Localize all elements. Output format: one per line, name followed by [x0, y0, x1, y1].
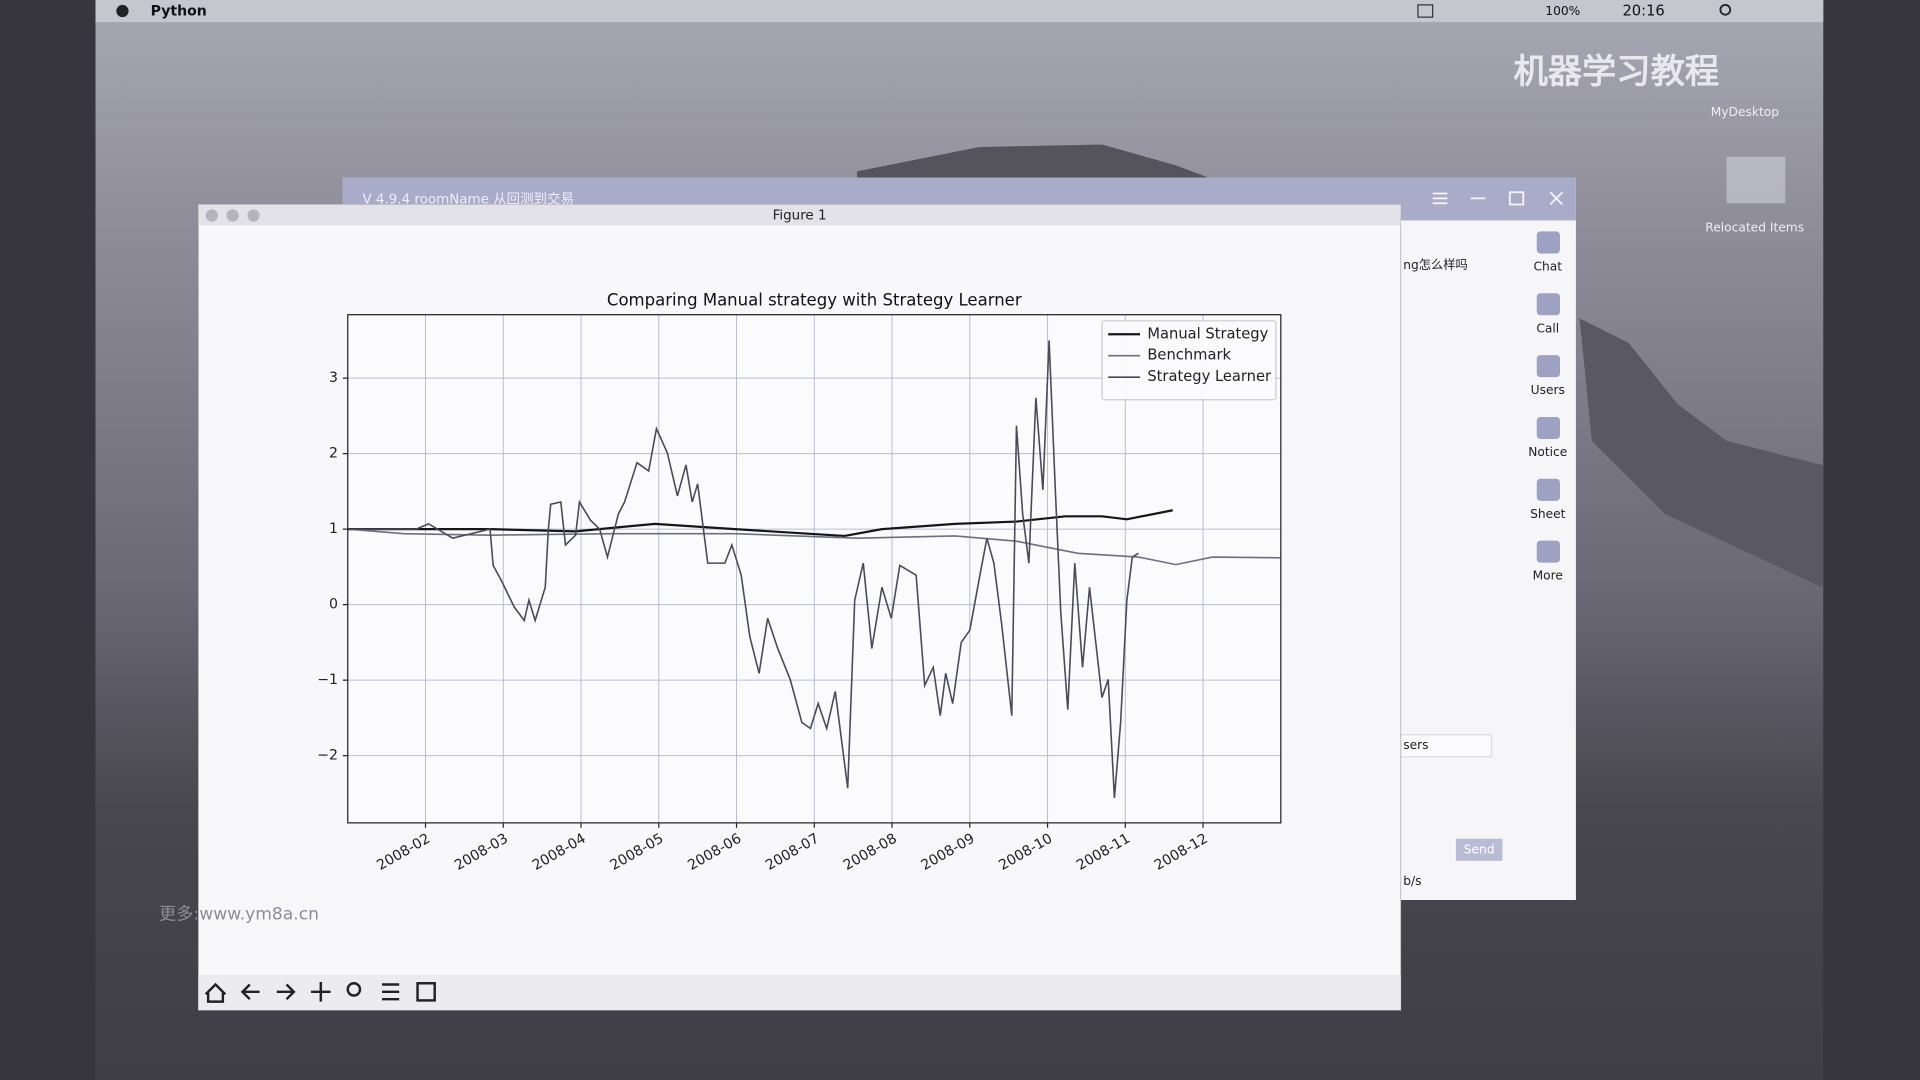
pan-button[interactable]: [311, 982, 331, 1002]
window-minimize[interactable]: [226, 209, 239, 222]
y-tick-label: 0: [329, 597, 338, 613]
sidebar-icon[interactable]: [1536, 416, 1560, 439]
menu-clock[interactable]: 20:16: [1622, 3, 1664, 20]
subplots-button[interactable]: [382, 983, 400, 1001]
sidebar-icon[interactable]: [1536, 231, 1560, 254]
sidebar-label[interactable]: Users: [1531, 383, 1565, 397]
chat-message: ng怎么样吗: [1403, 257, 1467, 272]
chart: Comparing Manual strategy with Strategy …: [317, 291, 1282, 874]
desktop-icon-label[interactable]: Relocated Items: [1705, 220, 1804, 234]
chat-title: V 4.9.4 roomName 从回测到交易: [362, 191, 573, 208]
forward-button[interactable]: [276, 983, 296, 1001]
plot-frame: [347, 314, 1282, 824]
back-button[interactable]: [240, 983, 260, 1001]
window-zoom[interactable]: [247, 209, 260, 222]
y-tick-label: −2: [317, 748, 338, 764]
menu-battery[interactable]: 100%: [1545, 4, 1580, 18]
y-tick-label: −1: [317, 672, 338, 688]
legend-label: Manual Strategy: [1147, 325, 1268, 342]
chat-maximize[interactable]: [1508, 191, 1525, 206]
sidebar-label[interactable]: Chat: [1533, 259, 1562, 273]
chat-send-label[interactable]: Send: [1464, 842, 1495, 856]
chat-selector-label[interactable]: sers: [1403, 738, 1428, 752]
sidebar-label[interactable]: Call: [1536, 321, 1559, 335]
watermark: 机器学习教程: [1514, 52, 1720, 92]
y-tick-label: 1: [329, 521, 338, 537]
legend-box: [1101, 320, 1277, 401]
series-line: [347, 340, 1139, 799]
figure-title-bar: [198, 204, 1401, 226]
chat-status: b/s: [1403, 874, 1421, 888]
home-button[interactable]: [204, 982, 227, 1003]
toolbar: [198, 974, 1401, 1011]
zoom-button[interactable]: [346, 982, 362, 997]
sidebar-label[interactable]: Sheet: [1530, 507, 1566, 521]
sidebar-icon[interactable]: [1536, 293, 1560, 316]
chat-close[interactable]: [1549, 191, 1564, 206]
sidebar-icon[interactable]: [1536, 355, 1560, 378]
menu-app-name[interactable]: Python: [151, 4, 207, 20]
caption: 更多:www.ym8a.cn: [159, 905, 319, 925]
menu-bar: [95, 0, 1824, 23]
chat-sidebar: Chat Call Users Notice Sheet More: [1528, 231, 1567, 583]
legend-label: Benchmark: [1147, 347, 1231, 364]
chat-send-button[interactable]: [1455, 838, 1503, 861]
apple-menu[interactable]: [116, 4, 129, 18]
chat-window-controls: [1432, 191, 1564, 206]
wallpaper-cliff: [1579, 318, 1824, 588]
desktop-folder[interactable]: [1726, 156, 1786, 204]
window-close[interactable]: [205, 209, 218, 222]
sidebar-icon[interactable]: [1536, 540, 1560, 563]
sidebar-label[interactable]: More: [1533, 569, 1563, 583]
legend-label: Strategy Learner: [1147, 368, 1272, 385]
figure-title: Figure 1: [773, 209, 827, 224]
y-tick-label: 3: [329, 370, 338, 386]
wallpaper-hill: [857, 144, 1225, 184]
menu-search[interactable]: [1719, 3, 1732, 16]
sidebar-label[interactable]: Notice: [1528, 445, 1567, 459]
series-line: [347, 509, 1173, 538]
menu-icon[interactable]: [1417, 4, 1434, 18]
desktop-icon-label[interactable]: MyDesktop: [1711, 105, 1779, 119]
toolbar-buttons: [204, 982, 436, 1003]
chart-title: Comparing Manual strategy with Strategy …: [607, 291, 1022, 310]
y-tick-label: 2: [329, 446, 338, 462]
save-button[interactable]: [416, 982, 436, 1002]
sidebar-icon[interactable]: [1536, 478, 1560, 501]
